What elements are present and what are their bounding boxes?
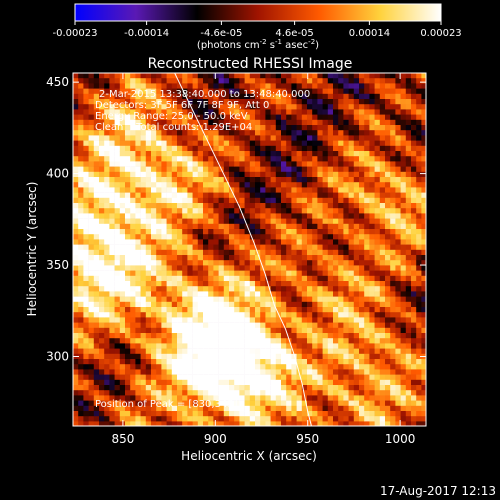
x-tick-label: 850 xyxy=(111,432,134,446)
y-axis-label: Heliocentric Y (arcsec) xyxy=(25,182,39,317)
colorbar-tick-label: 0.00014 xyxy=(349,28,390,39)
x-tick-label: 1000 xyxy=(385,432,416,446)
annotation-time: 2-Mar-2015 13:38:40.000 to 13:48:40.000 xyxy=(99,89,310,100)
colorbar-tick-label: 0.00023 xyxy=(420,28,461,39)
heatmap xyxy=(73,73,426,426)
colorbar-units: (photons cm-2 s-1 asec-2) xyxy=(197,38,319,51)
x-tick-label: 900 xyxy=(204,432,227,446)
plot-frame xyxy=(72,72,427,427)
y-axis: 300 350 400 450 xyxy=(46,75,426,363)
y-tick-label: 450 xyxy=(46,75,69,89)
colorbar xyxy=(74,3,442,22)
colorbar-tick-label: -4.6e-05 xyxy=(200,28,242,39)
colorbar-tick-label: -0.00023 xyxy=(53,28,98,39)
colorbar-tick-label: -0.00014 xyxy=(124,28,169,39)
x-axis: 850 900 950 1000 xyxy=(111,73,415,446)
x-axis-label: Heliocentric X (arcsec) xyxy=(181,449,317,463)
x-tick-label: 950 xyxy=(296,432,319,446)
chart-title: Reconstructed RHESSI Image xyxy=(148,56,353,72)
y-tick-label: 350 xyxy=(46,258,69,272)
annotation-detectors: Detectors: 3F 5F 6F 7F 8F 9F, Att 0 xyxy=(95,100,269,111)
y-tick-label: 300 xyxy=(46,349,69,363)
colorbar-ticks: -0.00023 -0.00014 -4.6e-05 4.6e-05 0.00014 0.… xyxy=(53,21,462,39)
annotation-energy: Energy Range: 25.0 - 50.0 keV xyxy=(95,111,248,122)
annotation-clean: Clean Total counts: 1.29E+04 xyxy=(95,122,252,133)
footer-date: 17-Aug-2017 12:13 xyxy=(380,484,496,498)
solar-limb-line xyxy=(174,73,312,426)
peak-position-label: Position of Peak = [830,349] xyxy=(95,399,238,410)
y-tick-label: 400 xyxy=(46,167,69,181)
colorbar-tick-label: 4.6e-05 xyxy=(275,28,313,39)
